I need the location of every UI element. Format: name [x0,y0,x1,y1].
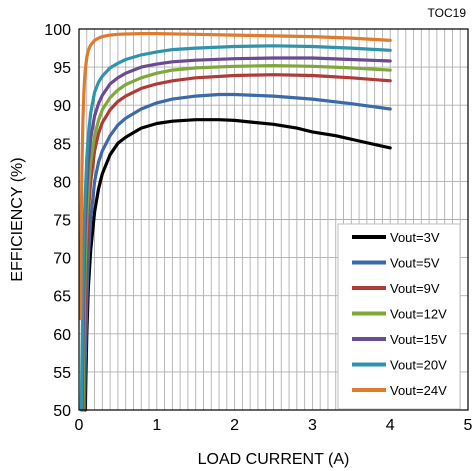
y-tick-label: 65 [53,289,71,306]
legend-label: Vout=5V [390,256,440,271]
series-lines [78,31,392,412]
x-tick-label: 4 [386,417,395,434]
y-tick-label: 85 [53,136,71,153]
figure-tag: TOC19 [428,6,467,20]
y-tick-label: 75 [53,213,71,230]
series-line-vout-24v [78,31,392,321]
legend-label: Vout=12V [390,307,447,322]
series-line-vout-20v [79,44,392,412]
y-tick-label: 100 [44,22,71,39]
x-tick-label: 5 [464,417,472,434]
legend: Vout=3V Vout=5V Vout=9V Vout=12V Vout=15V Vou… [337,223,461,410]
y-tick-label: 60 [53,327,71,344]
y-axis-title: EFFICIENCY (%) [9,157,26,281]
plot-frame [78,28,469,411]
legend-items: Vout=3V Vout=5V Vout=9V Vout=12V Vout=15V Vou… [352,230,447,398]
y-tick-label: 90 [53,98,71,115]
legend-label: Vout=24V [390,383,447,398]
y-tick-label: 80 [53,174,71,191]
legend-label: Vout=15V [390,332,447,347]
legend-label: Vout=20V [390,358,447,373]
x-tick-label: 3 [308,417,317,434]
x-tick-label: 0 [75,417,84,434]
x-tick-label: 1 [152,417,161,434]
legend-label: Vout=9V [390,281,440,296]
x-axis-title: LOAD CURRENT (A) [198,451,350,468]
y-tick-label: 50 [53,403,71,420]
series-line-vout-3v [83,118,392,412]
legend-box [337,223,461,410]
y-tick-label: 55 [53,365,71,382]
series-line-vout-5v [82,92,392,412]
x-tick-label: 2 [230,417,239,434]
y-tick-label: 95 [53,60,71,77]
y-tick-label: 70 [53,251,71,268]
legend-label: Vout=3V [390,230,440,245]
